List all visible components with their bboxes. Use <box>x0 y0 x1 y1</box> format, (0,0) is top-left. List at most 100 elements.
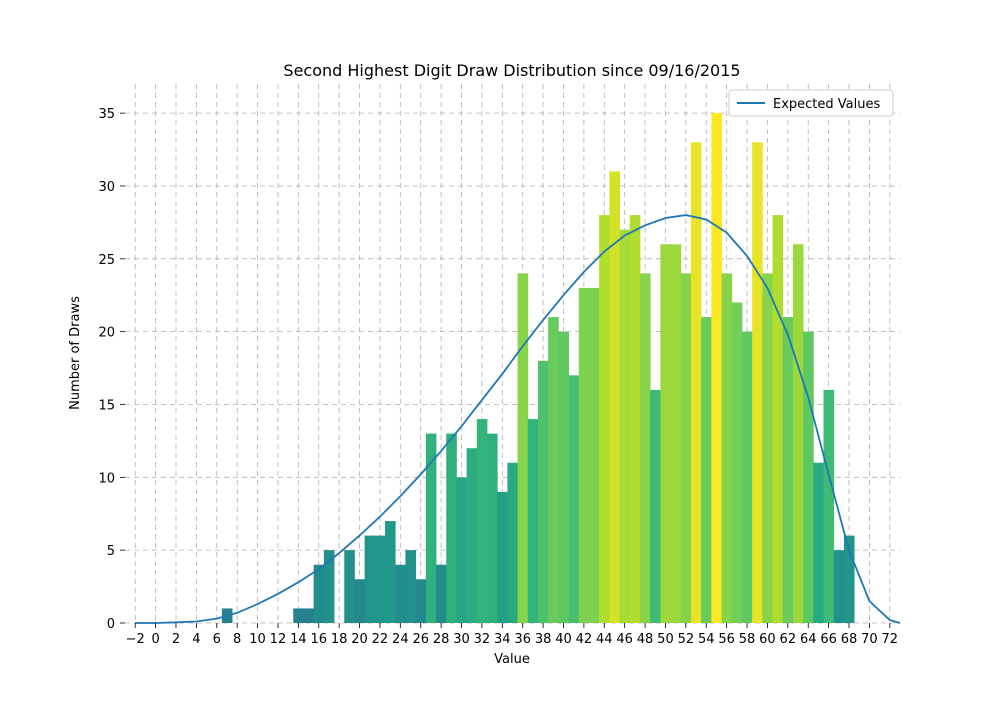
x-tick-label: 52 <box>678 632 695 647</box>
x-tick-label: 68 <box>841 632 858 647</box>
bars <box>221 113 855 624</box>
histogram-bar <box>833 550 845 623</box>
y-tick-label: 35 <box>98 107 115 122</box>
y-axis-label: Number of Draws <box>68 296 83 410</box>
histogram-bar <box>588 287 600 623</box>
histogram-bar <box>823 389 835 623</box>
histogram-bar <box>762 273 773 623</box>
expected-values-line <box>135 214 901 624</box>
x-tick-label: 28 <box>433 632 450 647</box>
histogram-bar <box>374 535 386 623</box>
x-tick-label: 72 <box>882 632 899 647</box>
histogram-bar <box>395 564 406 623</box>
histogram-bar <box>813 462 824 623</box>
histogram-bar <box>731 302 743 623</box>
histogram-bar <box>558 331 569 623</box>
x-tick-label: 20 <box>351 632 368 647</box>
x-tick-label: 70 <box>861 632 878 647</box>
histogram-bar <box>497 491 508 623</box>
histogram-bar <box>405 550 417 623</box>
histogram-bar <box>425 433 437 623</box>
histogram-bar <box>537 360 549 623</box>
histogram-bar <box>680 273 692 623</box>
histogram-bar <box>843 535 855 623</box>
x-tick-label: 12 <box>270 632 287 647</box>
histogram-bar <box>629 215 641 624</box>
histogram-bar <box>415 579 427 623</box>
x-tick-label: 18 <box>331 632 348 647</box>
histogram-bar <box>578 287 590 623</box>
histogram-bar <box>487 433 498 623</box>
x-tick-label: 40 <box>555 632 572 647</box>
histogram-bar <box>772 215 784 624</box>
histogram-bar <box>711 113 722 623</box>
histogram-bar <box>385 521 396 623</box>
legend: Expected Values <box>728 89 894 117</box>
y-tick-label: 0 <box>107 617 115 632</box>
x-tick-label: 34 <box>494 632 511 647</box>
histogram-bar <box>364 535 376 623</box>
histogram-bar <box>548 317 559 623</box>
histogram-bar <box>599 215 610 624</box>
x-tick-label: 46 <box>616 632 633 647</box>
histogram-bar <box>752 142 763 623</box>
histogram-bar <box>803 331 814 623</box>
y-tick-label: 15 <box>98 398 115 413</box>
x-tick-label: 50 <box>657 632 674 647</box>
histogram-bar <box>323 550 335 623</box>
histogram-bar <box>568 375 580 623</box>
histogram-bar <box>303 608 315 623</box>
histogram-bar <box>313 564 325 623</box>
chart-title: Second Highest Digit Draw Distribution s… <box>283 61 740 80</box>
y-tick-label: 10 <box>98 471 115 486</box>
histogram-bar <box>619 229 631 624</box>
y-tick-label: 20 <box>98 326 115 341</box>
x-axis-label: Value <box>494 652 530 667</box>
histogram-bar <box>690 142 702 623</box>
expected-values-line-group <box>135 214 901 624</box>
histogram-bar <box>670 244 682 624</box>
histogram-bar <box>456 477 468 623</box>
x-tick-label: 64 <box>800 632 817 647</box>
x-tick-label: 60 <box>759 632 776 647</box>
x-tick-label: 42 <box>576 632 593 647</box>
histogram-bar <box>354 579 366 623</box>
x-tick-label: 4 <box>192 632 200 647</box>
y-axis-ticks: 0 5 10 15 20 25 30 35 <box>98 107 125 632</box>
histogram-bar <box>436 564 447 623</box>
histogram-bar <box>650 389 661 623</box>
x-tick-label: 24 <box>392 632 409 647</box>
x-tick-label: 26 <box>412 632 429 647</box>
x-tick-label: 6 <box>213 632 221 647</box>
legend-box <box>728 89 894 117</box>
histogram-bar <box>660 244 671 624</box>
x-tick-label: 16 <box>310 632 327 647</box>
x-tick-label: 66 <box>820 632 837 647</box>
histogram-bar <box>741 331 753 623</box>
x-tick-label: 30 <box>453 632 470 647</box>
y-tick-label: 25 <box>98 253 115 268</box>
x-tick-label: 22 <box>372 632 389 647</box>
histogram-bar <box>476 419 488 623</box>
x-tick-label: 48 <box>637 632 654 647</box>
histogram-bar <box>701 317 712 623</box>
histogram-bar <box>527 419 539 623</box>
histogram-bar <box>344 550 355 623</box>
x-tick-label: 0 <box>151 632 159 647</box>
x-axis-ticks: −2 0 2 4 6 8 10 12 14 16 18 20 22 24 26 28 30 32 34 36 38 40 4… <box>126 623 898 647</box>
x-tick-label: 14 <box>290 632 307 647</box>
x-tick-label: −2 <box>126 632 145 647</box>
histogram-bar <box>792 244 804 624</box>
x-tick-label: 44 <box>596 632 613 647</box>
histogram-bar <box>466 448 478 623</box>
histogram-bar <box>517 273 529 623</box>
x-tick-label: 54 <box>698 632 715 647</box>
x-tick-label: 58 <box>739 632 756 647</box>
legend-label: Expected Values <box>773 97 880 112</box>
x-tick-label: 36 <box>514 632 531 647</box>
x-tick-label: 10 <box>249 632 266 647</box>
x-tick-label: 62 <box>780 632 797 647</box>
histogram-bar <box>507 462 518 623</box>
